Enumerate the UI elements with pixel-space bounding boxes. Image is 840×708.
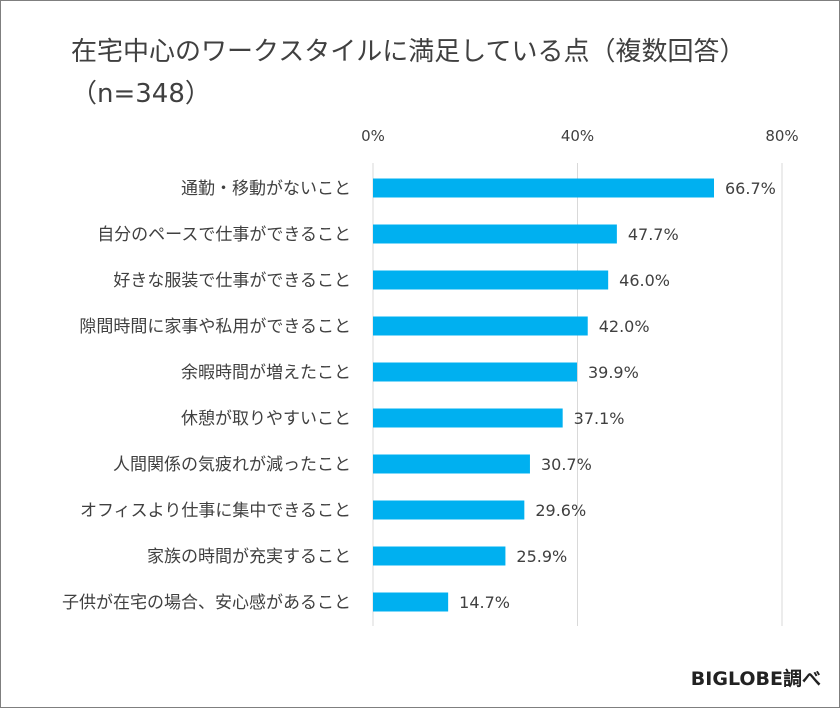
bar <box>373 408 563 428</box>
data-label: 37.1% <box>574 409 625 428</box>
category-label: 休憩が取りやすいこと <box>181 409 351 429</box>
x-tick-label: 40% <box>561 127 594 145</box>
category-label: 自分のペースで仕事ができること <box>97 225 351 245</box>
bar <box>373 178 715 198</box>
category-label: 好きな服装で仕事ができること <box>113 271 351 291</box>
bar <box>373 500 525 520</box>
category-label: 子供が在宅の場合、安心感があること <box>62 593 351 613</box>
category-label: 人間関係の気疲れが減ったこと <box>113 455 351 475</box>
bar <box>373 546 506 566</box>
data-label: 25.9% <box>516 547 567 566</box>
bar <box>373 270 609 290</box>
category-label: 余暇時間が増えたこと <box>181 363 351 383</box>
bar <box>373 224 617 244</box>
bars <box>373 178 715 612</box>
x-tick-label: 0% <box>361 127 385 145</box>
data-label: 14.7% <box>459 593 510 612</box>
bar <box>373 362 577 382</box>
category-label: オフィスより仕事に集中できること <box>80 501 351 521</box>
chart-title: 在宅中心のワークスタイルに満足している点（複数回答） （n=348） <box>71 31 791 115</box>
chart-title-line2: （n=348） <box>71 79 211 109</box>
value-labels: 66.7% 47.7% 46.0% 42.0% 39.9% 37.1% 30.7% 29.6%… <box>459 179 776 612</box>
category-label: 通勤・移動がないこと <box>181 179 351 199</box>
category-label: 隙間時間に家事や私用ができること <box>79 317 351 337</box>
data-label: 39.9% <box>588 363 639 382</box>
chart-title-line1: 在宅中心のワークスタイルに満足している点（複数回答） <box>71 37 746 67</box>
bar <box>373 454 530 474</box>
data-label: 66.7% <box>725 179 776 198</box>
bar <box>373 592 449 612</box>
data-label: 30.7% <box>541 455 592 474</box>
data-label: 42.0% <box>599 317 650 336</box>
category-labels: 通勤・移動がないこと自分のペースで仕事ができること好きな服装で仕事ができること隙… <box>62 179 351 613</box>
x-tick-labels: 0% 40% 80% <box>361 127 799 145</box>
data-label: 46.0% <box>619 271 670 290</box>
x-tick-label: 80% <box>765 127 798 145</box>
source-credit: BIGLOBE調べ <box>690 668 821 690</box>
data-label: 47.7% <box>628 225 679 244</box>
category-label: 家族の時間が充実すること <box>147 547 351 567</box>
bar <box>373 316 588 336</box>
data-label: 29.6% <box>535 501 586 520</box>
